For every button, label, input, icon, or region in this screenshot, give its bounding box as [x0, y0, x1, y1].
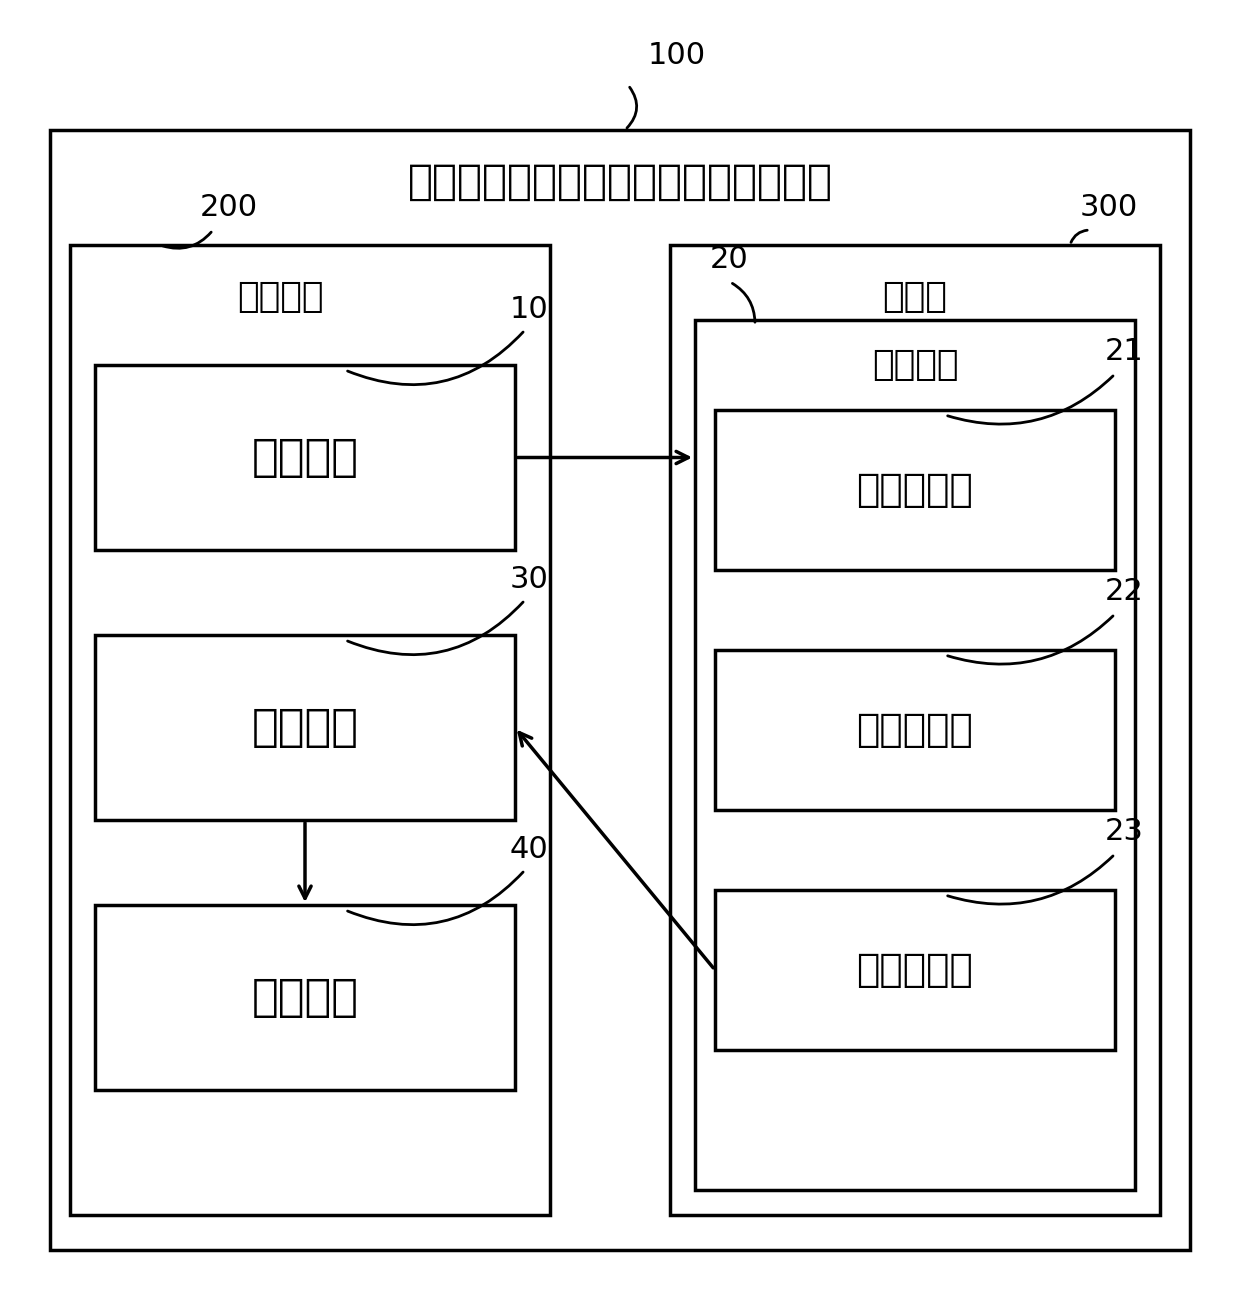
Text: 30: 30 — [510, 565, 549, 595]
Text: 200: 200 — [200, 194, 258, 222]
Text: 电视机: 电视机 — [883, 281, 947, 314]
Bar — [715, 890, 1115, 1050]
Bar — [95, 365, 515, 550]
Bar — [670, 244, 1159, 1215]
Text: 通信终端: 通信终端 — [237, 281, 324, 314]
Bar — [95, 905, 515, 1090]
Text: 解析子模块: 解析子模块 — [857, 711, 973, 749]
Bar — [715, 410, 1115, 570]
Text: 100: 100 — [649, 40, 706, 70]
Bar — [694, 319, 1135, 1190]
Text: 基于通信终端与电视机多屏互动的系统: 基于通信终端与电视机多屏互动的系统 — [408, 162, 832, 203]
Text: 40: 40 — [510, 835, 549, 865]
Text: 20: 20 — [711, 246, 749, 274]
Bar — [715, 650, 1115, 809]
Bar — [95, 635, 515, 820]
Text: 显示模块: 显示模块 — [252, 706, 358, 749]
Text: 10: 10 — [510, 296, 549, 325]
Text: 300: 300 — [1080, 194, 1138, 222]
Bar — [69, 244, 551, 1215]
Text: 检测子模块: 检测子模块 — [857, 471, 973, 509]
Text: 筛选模块: 筛选模块 — [872, 348, 959, 381]
Text: 触发模块: 触发模块 — [252, 976, 358, 1019]
Text: 23: 23 — [1105, 817, 1143, 847]
Text: 切换模块: 切换模块 — [252, 436, 358, 478]
Text: 21: 21 — [1105, 337, 1143, 366]
Text: 22: 22 — [1105, 578, 1143, 606]
Text: 发送子模块: 发送子模块 — [857, 950, 973, 989]
Bar — [50, 131, 1190, 1250]
